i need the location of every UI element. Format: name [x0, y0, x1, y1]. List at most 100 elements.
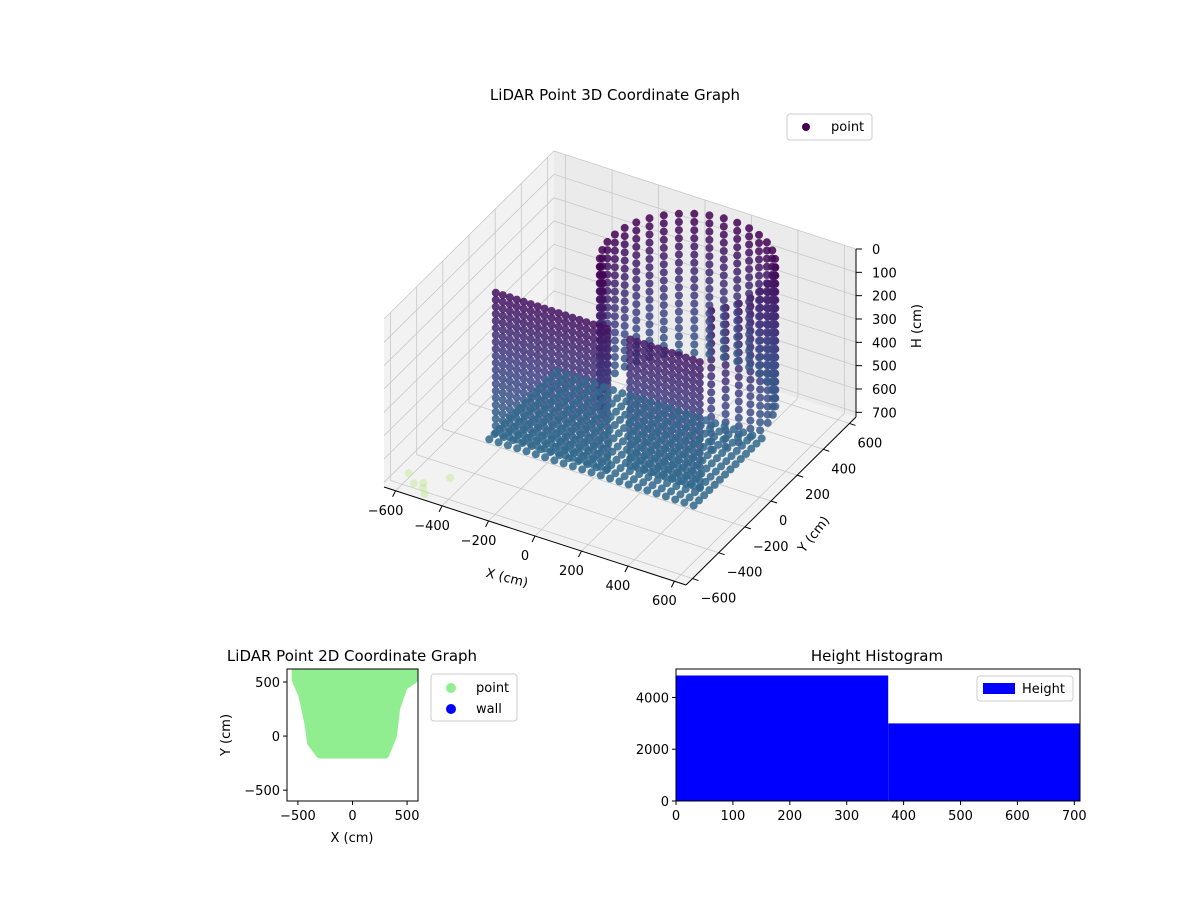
data-point	[718, 449, 727, 457]
data-point	[584, 446, 593, 455]
data-point	[519, 339, 528, 348]
data-point	[661, 388, 669, 397]
data-point	[678, 463, 687, 472]
data-point	[621, 410, 630, 419]
legend-marker-point	[802, 123, 810, 131]
data-point	[755, 239, 763, 247]
data-point	[719, 320, 728, 329]
data-point	[762, 311, 771, 320]
data-point	[589, 341, 598, 350]
data-point	[550, 456, 559, 465]
data-point	[505, 293, 514, 302]
data-point	[661, 346, 669, 355]
data-point	[547, 348, 556, 357]
x-tick-label: 0	[521, 549, 529, 564]
data-point	[666, 439, 675, 448]
legend-marker-wall	[446, 704, 456, 714]
data-point	[491, 309, 500, 318]
data-point	[523, 434, 532, 442]
data-point	[610, 361, 619, 370]
data-point	[548, 421, 557, 430]
data-point	[690, 226, 699, 235]
data-point	[505, 391, 514, 400]
data-point	[554, 330, 563, 339]
height-histogram: Height Histogram 0 100 200 300 400 500 600 7000…	[636, 647, 1087, 824]
data-point	[674, 351, 683, 360]
legend-label-wall: wall	[476, 702, 502, 717]
data-point	[491, 330, 500, 339]
data-point	[659, 471, 667, 479]
data-point	[573, 409, 582, 417]
data-point	[690, 299, 699, 308]
data-point	[727, 452, 736, 461]
data-point	[598, 287, 607, 296]
data-point	[512, 351, 521, 360]
data-point	[733, 218, 742, 227]
data-point	[512, 372, 521, 381]
data-point	[674, 379, 683, 388]
data-point	[632, 218, 641, 227]
data-point	[692, 474, 701, 483]
data-point	[505, 405, 514, 414]
y-tick-label: −400	[727, 566, 763, 581]
data-point	[632, 242, 641, 251]
data-point	[532, 388, 541, 397]
y-tick	[770, 500, 778, 504]
data-point	[681, 388, 690, 397]
data-point	[745, 305, 754, 314]
data-point	[587, 468, 596, 477]
data-point	[501, 419, 509, 428]
data-point	[512, 358, 521, 367]
data-point	[512, 379, 521, 388]
data-point	[762, 336, 771, 345]
y-tick-label: −200	[753, 540, 789, 555]
data-point	[700, 429, 709, 438]
data-point	[515, 417, 524, 426]
y-tick	[796, 474, 804, 478]
data-point	[653, 476, 662, 485]
data-point	[755, 328, 763, 337]
data-point	[645, 230, 654, 239]
data-point	[512, 302, 521, 311]
data-point	[614, 429, 623, 438]
data-point	[697, 469, 706, 478]
data-point	[690, 488, 699, 497]
data-point	[721, 377, 730, 386]
data-point	[607, 399, 616, 408]
data-point	[596, 350, 605, 359]
data-point	[596, 263, 604, 272]
data-point	[719, 312, 728, 321]
data-point	[512, 337, 521, 346]
data-point	[755, 263, 763, 272]
data-point	[603, 237, 612, 246]
data-point	[519, 381, 528, 390]
data-point	[518, 439, 527, 448]
data-point	[707, 404, 716, 413]
data-point	[706, 472, 715, 481]
data-point	[752, 439, 761, 448]
data-point	[762, 238, 771, 247]
data-point	[674, 291, 683, 300]
data-point	[571, 374, 580, 383]
data-point	[594, 388, 603, 397]
data-point	[513, 444, 522, 453]
data-point	[681, 395, 690, 404]
x-tick-label: 700	[1062, 809, 1087, 824]
data-point	[632, 275, 641, 284]
data-point	[681, 381, 690, 390]
data-point	[582, 332, 591, 341]
data-point	[561, 384, 570, 393]
data-point	[560, 397, 569, 406]
data-point	[701, 477, 710, 486]
data-point	[734, 405, 743, 414]
data-point	[647, 384, 656, 393]
data-point	[610, 255, 619, 263]
data-point	[512, 330, 521, 339]
data-point	[620, 264, 629, 273]
data-point	[745, 338, 754, 347]
data-point	[710, 480, 719, 489]
data-point	[641, 451, 650, 460]
data-point	[683, 410, 692, 419]
data-point	[653, 427, 662, 436]
data-point	[719, 328, 728, 337]
